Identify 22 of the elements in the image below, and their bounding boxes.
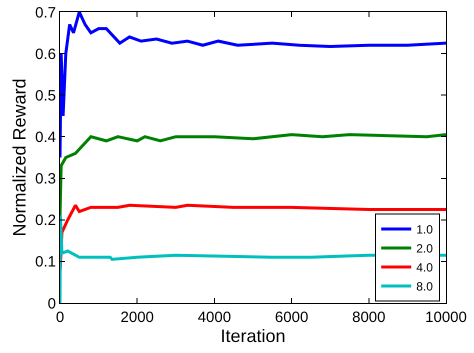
- y-tick-label: 0.1: [35, 254, 56, 271]
- x-tick-label: 2000: [120, 309, 154, 326]
- legend-label: 2.0: [416, 242, 434, 256]
- legend-label: 8.0: [416, 280, 434, 294]
- y-tick-label: 0.6: [35, 46, 56, 63]
- x-tick-label: 10000: [425, 309, 467, 326]
- x-tick-label: 6000: [274, 309, 308, 326]
- y-axis-title: Normalized Reward: [9, 78, 30, 237]
- y-tick-label: 0.3: [35, 170, 56, 188]
- y-tick-label: 0: [48, 295, 56, 312]
- x-tick-label: 4000: [198, 309, 232, 326]
- line-series: [60, 204, 446, 272]
- y-tick-label: 0.2: [35, 212, 56, 230]
- line-series: [60, 12, 446, 159]
- x-tick-label: 8000: [352, 309, 386, 326]
- y-tick-label: 0.4: [35, 128, 56, 146]
- y-tick-label: 0.5: [35, 87, 56, 104]
- x-axis-title: Iteration: [220, 326, 286, 346]
- legend-label: 1.0: [416, 222, 434, 237]
- y-tick-label: 0.7: [35, 4, 56, 22]
- legend-label: 4.0: [416, 260, 434, 275]
- line-series: [60, 133, 446, 218]
